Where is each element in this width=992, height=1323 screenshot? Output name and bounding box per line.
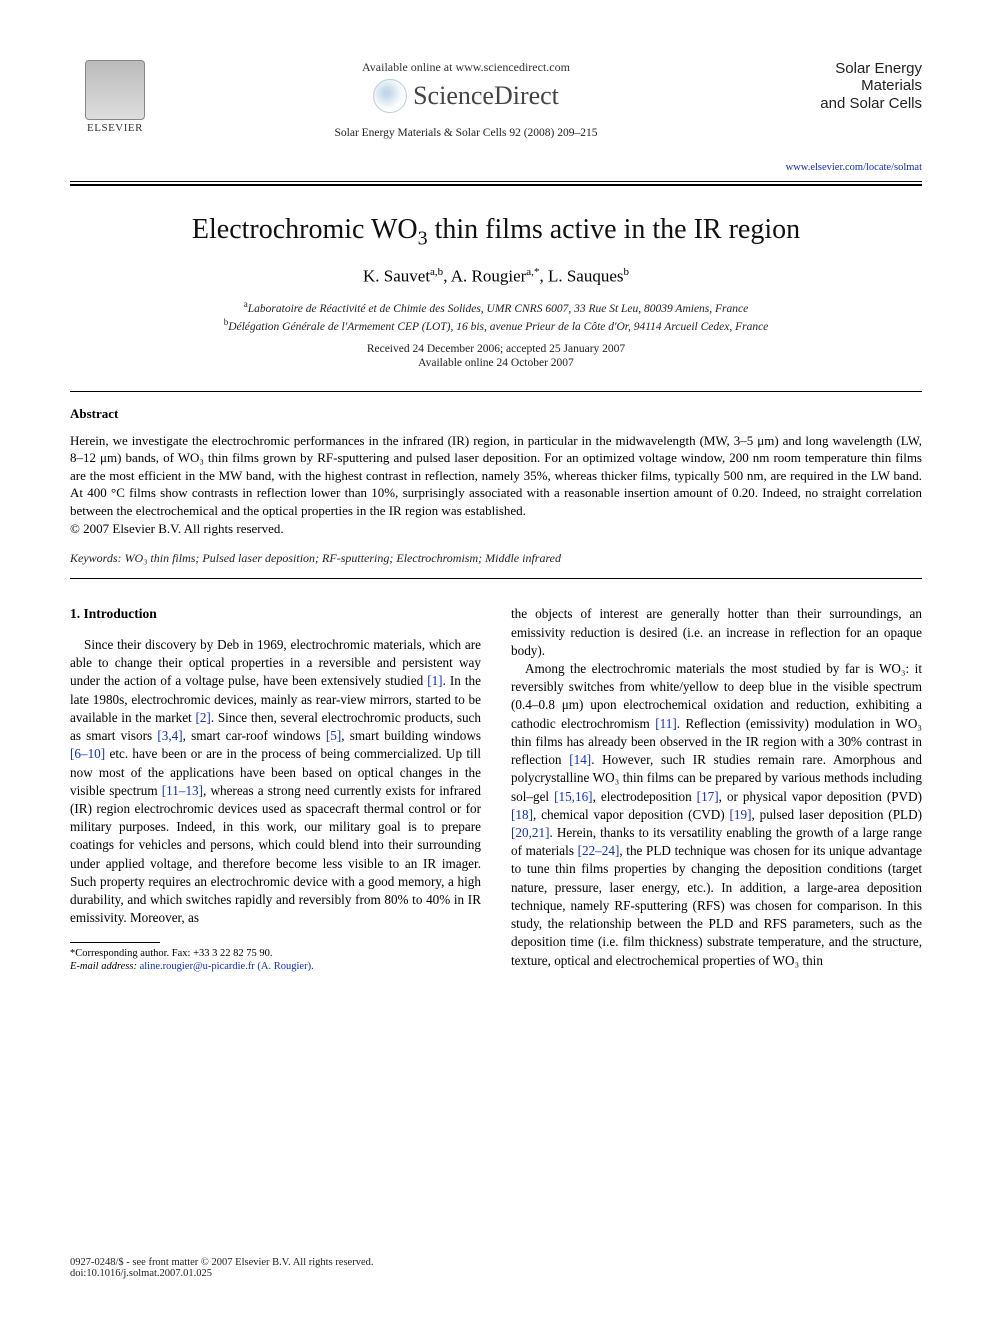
footer-bar: 0927-0248/$ - see front matter © 2007 El…: [70, 1257, 922, 1279]
authors-line: K. Sauveta,b, A. Rougiera,*, L. Sauquesb: [70, 266, 922, 287]
column-left: 1. Introduction Since their discovery by…: [70, 605, 481, 973]
header-center: Available online at www.sciencedirect.co…: [160, 60, 772, 139]
journal-cover-block: Solar Energy Materials and Solar Cells w…: [772, 60, 922, 173]
abstract-top-rule: [70, 391, 922, 392]
t: , electrodeposition: [593, 789, 697, 804]
elsevier-label: ELSEVIER: [70, 122, 160, 134]
sciencedirect-text: ScienceDirect: [413, 81, 559, 111]
available-line: Available online 24 October 2007: [70, 357, 922, 369]
ref-19[interactable]: [19]: [730, 807, 752, 822]
col1-paragraph-1: Since their discovery by Deb in 1969, el…: [70, 636, 481, 928]
header-rule-thin: [70, 181, 922, 182]
ref-3-4[interactable]: [3,4]: [157, 728, 182, 743]
abstract-bottom-rule: [70, 578, 922, 579]
t: , pulsed laser deposition (PLD): [752, 807, 923, 822]
t: , the PLD technique was chosen for its u…: [511, 843, 922, 967]
affiliation-b: bDélégation Générale de l'Armement CEP (…: [70, 317, 922, 333]
journal-url-link[interactable]: www.elsevier.com/locate/solmat: [772, 162, 922, 173]
ref-2[interactable]: [2]: [195, 710, 210, 725]
ref-22-24[interactable]: [22–24]: [578, 843, 620, 858]
t: Since their discovery by Deb in 1969, el…: [70, 637, 481, 688]
abstract-heading: Abstract: [70, 406, 922, 422]
received-line: Received 24 December 2006; accepted 25 J…: [70, 343, 922, 355]
email-footnote: E-mail address: aline.rougier@u-picardie…: [70, 960, 481, 974]
ref-14[interactable]: [14]: [569, 752, 591, 767]
elsevier-tree-icon: [85, 60, 145, 120]
footnote-rule: [70, 942, 160, 943]
t: , whereas a strong need currently exists…: [70, 783, 481, 926]
available-online-text: Available online at www.sciencedirect.co…: [160, 60, 772, 75]
ref-6-10[interactable]: [6–10]: [70, 746, 105, 761]
author-2: , A. Rougier: [443, 267, 526, 286]
author-1: K. Sauvet: [363, 267, 430, 286]
email-address[interactable]: aline.rougier@u-picardie.fr (A. Rougier)…: [137, 961, 314, 972]
corresponding-footnote: *Corresponding author. Fax: +33 3 22 82 …: [70, 947, 481, 961]
elsevier-logo-block: ELSEVIER: [70, 60, 160, 134]
journal-cover-title-2: and Solar Cells: [772, 95, 922, 112]
abstract-body: Herein, we investigate the electrochromi…: [70, 432, 922, 520]
keywords-text: WO₃ thin films; Pulsed laser deposition;…: [122, 551, 561, 565]
t: , smart car-roof windows: [183, 728, 326, 743]
ref-20-21[interactable]: [20,21]: [511, 825, 549, 840]
t: , chemical vapor deposition (CVD): [533, 807, 730, 822]
column-right: the objects of interest are generally ho…: [511, 605, 922, 973]
author-3-aff: b: [623, 266, 629, 278]
abstract-copyright: © 2007 Elsevier B.V. All rights reserved…: [70, 521, 922, 537]
ref-11[interactable]: [11]: [655, 716, 676, 731]
header-rule-thick: [70, 184, 922, 186]
title-sub: 3: [418, 227, 428, 249]
affiliation-a: aLaboratoire de Réactivité et de Chimie …: [70, 299, 922, 315]
keywords-label: Keywords:: [70, 551, 122, 565]
title-post: thin films active in the IR region: [428, 214, 800, 245]
ref-15-16[interactable]: [15,16]: [554, 789, 592, 804]
keywords-line: Keywords: WO₃ thin films; Pulsed laser d…: [70, 551, 922, 566]
body-columns: 1. Introduction Since their discovery by…: [70, 605, 922, 973]
header-row: ELSEVIER Available online at www.science…: [70, 60, 922, 173]
ref-11-13[interactable]: [11–13]: [162, 783, 203, 798]
t: , smart building windows: [341, 728, 481, 743]
ref-18[interactable]: [18]: [511, 807, 533, 822]
t: , or physical vapor deposition (PVD): [719, 789, 922, 804]
journal-reference: Solar Energy Materials & Solar Cells 92 …: [160, 127, 772, 139]
title-pre: Electrochromic WO: [192, 214, 418, 245]
col2-paragraph-1: Among the electrochromic materials the m…: [511, 660, 922, 970]
author-2-aff: a,: [526, 266, 534, 278]
affil-b-text: Délégation Générale de l'Armement CEP (L…: [228, 321, 768, 333]
col2-paragraph-0: the objects of interest are generally ho…: [511, 605, 922, 660]
ref-1[interactable]: [1]: [427, 673, 442, 688]
author-3: , L. Sauques: [539, 267, 623, 286]
issn-line: 0927-0248/$ - see front matter © 2007 El…: [70, 1257, 922, 1268]
author-1-aff: a,b: [430, 266, 443, 278]
section-1-heading: 1. Introduction: [70, 605, 481, 624]
sciencedirect-swoosh-icon: [373, 79, 407, 113]
ref-17[interactable]: [17]: [697, 789, 719, 804]
ref-5[interactable]: [5]: [326, 728, 341, 743]
sciencedirect-logo: ScienceDirect: [373, 79, 559, 113]
article-title: Electrochromic WO3 thin films active in …: [70, 214, 922, 251]
email-label: E-mail address:: [70, 961, 137, 972]
doi-line: doi:10.1016/j.solmat.2007.01.025: [70, 1268, 922, 1279]
journal-cover-title-1: Solar Energy Materials: [772, 60, 922, 95]
affil-a-text: Laboratoire de Réactivité et de Chimie d…: [248, 303, 749, 315]
